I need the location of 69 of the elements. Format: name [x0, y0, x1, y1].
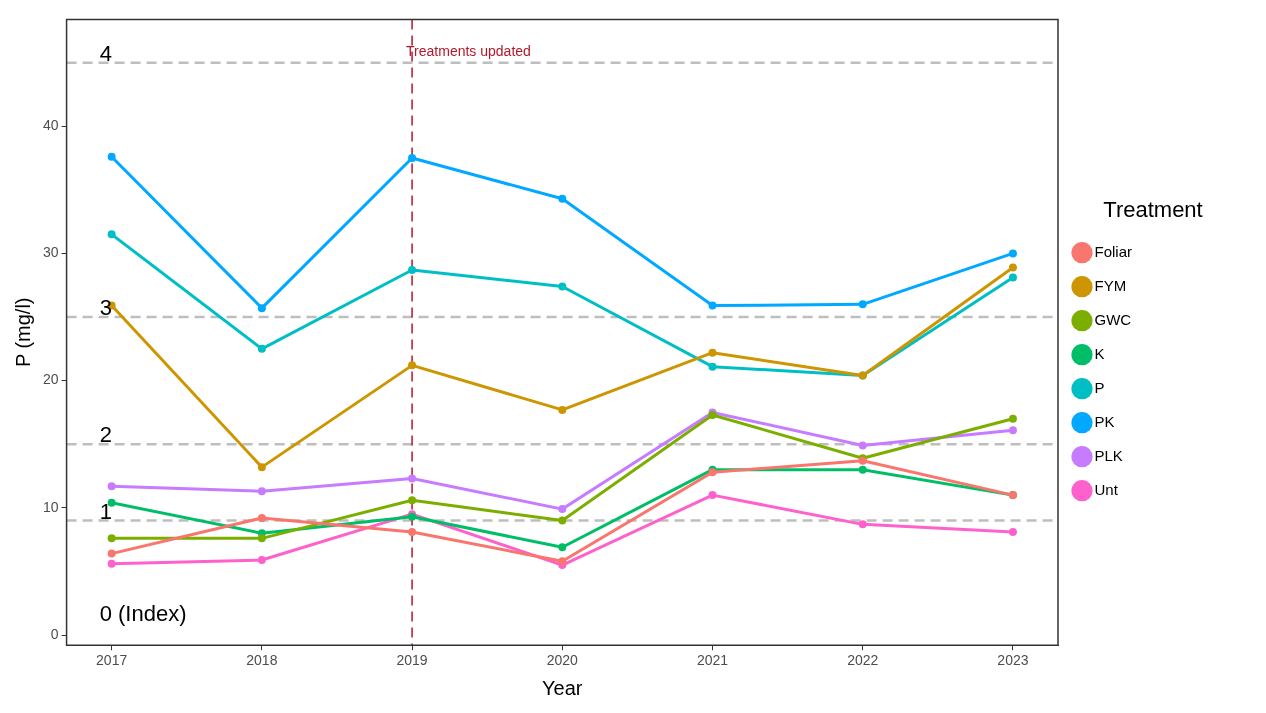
- point: [257, 555, 266, 564]
- point: [558, 282, 567, 291]
- y-tick-label: 0: [50, 625, 59, 642]
- point: [558, 543, 567, 552]
- point: [408, 528, 417, 536]
- legend-label: Foliar: [1094, 242, 1133, 260]
- point: [257, 487, 266, 496]
- x-tick-label: 2021: [696, 652, 729, 669]
- x-tick-label: 2019: [396, 652, 428, 669]
- legend-label: P: [1094, 378, 1105, 396]
- point: [1008, 249, 1017, 258]
- ref-line-label: Treatments updated: [406, 43, 531, 60]
- legend-label: Unt: [1094, 480, 1119, 498]
- x-tick-label: 2018: [246, 652, 278, 669]
- legend-label: K: [1094, 344, 1105, 362]
- point: [408, 496, 417, 505]
- x-axis-title: Year: [542, 676, 583, 699]
- point: [558, 405, 567, 414]
- annotation: 1: [99, 498, 112, 524]
- point: [257, 514, 266, 523]
- point: [107, 549, 116, 558]
- point: [107, 152, 116, 161]
- point: [858, 520, 867, 529]
- x-tick-label: 2020: [546, 652, 579, 669]
- annotation: 4: [99, 40, 112, 66]
- point: [858, 300, 867, 309]
- legend-label: GWC: [1094, 310, 1132, 328]
- point: [1008, 528, 1017, 536]
- point: [257, 534, 266, 543]
- y-tick-label: 40: [42, 117, 59, 134]
- point: [708, 362, 717, 371]
- point: [1008, 263, 1017, 272]
- point: [558, 516, 567, 525]
- x-tick-label: 2022: [847, 652, 879, 669]
- point: [558, 194, 567, 203]
- point: [408, 265, 417, 274]
- point: [1008, 426, 1017, 435]
- annotation: 2: [99, 422, 112, 448]
- legend-label: PK: [1094, 412, 1115, 430]
- point: [858, 465, 867, 474]
- point: [708, 348, 717, 357]
- point: [408, 361, 417, 370]
- point: [1008, 414, 1017, 423]
- point: [858, 441, 867, 450]
- x-tick-label: 2017: [96, 652, 128, 669]
- y-tick-label: 10: [42, 498, 59, 515]
- y-tick-label: 20: [42, 371, 59, 388]
- point: [107, 482, 116, 491]
- point: [257, 344, 266, 353]
- point: [107, 230, 116, 239]
- legend-label: PLK: [1094, 446, 1123, 464]
- point: [708, 491, 717, 500]
- point: [107, 534, 116, 543]
- y-axis-title: P (mg/l): [11, 297, 34, 368]
- point: [708, 301, 717, 310]
- point: [558, 505, 567, 514]
- point: [408, 474, 417, 483]
- point: [257, 463, 266, 472]
- annotation: 0 (Index): [99, 601, 187, 627]
- annotation: 3: [99, 295, 112, 321]
- point: [107, 559, 116, 568]
- point: [408, 154, 417, 163]
- legend-label: FYM: [1094, 276, 1127, 294]
- point: [257, 304, 266, 313]
- point: [1008, 273, 1017, 282]
- point: [558, 557, 567, 566]
- legend-title: Treatment: [1103, 196, 1203, 222]
- y-tick-label: 30: [42, 244, 59, 261]
- x-tick-label: 2023: [997, 652, 1029, 669]
